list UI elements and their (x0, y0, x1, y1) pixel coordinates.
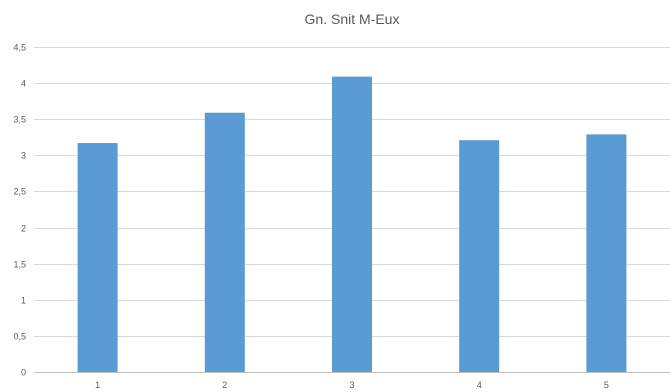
y-tick-label: 4 (21, 79, 26, 89)
x-tick-label: 2 (222, 380, 227, 390)
bar-3 (332, 76, 372, 372)
y-tick-label: 0 (21, 368, 26, 378)
bar-2 (204, 112, 245, 372)
y-tick-label: 3 (21, 151, 26, 161)
y-axis-ticks: 0 0,5 1 1,5 2 2,5 3 3,5 4 4,5 (13, 43, 26, 378)
x-tick-label: 4 (477, 380, 482, 390)
x-axis-ticks: 1 2 3 4 5 (95, 380, 609, 390)
y-tick-label: 2,5 (13, 187, 26, 197)
bar-5 (586, 134, 627, 372)
x-tick-label: 3 (349, 380, 354, 390)
chart-title: Gn. Snit M-Eux (305, 11, 400, 27)
bar-4 (459, 140, 500, 372)
y-tick-label: 4,5 (13, 43, 26, 53)
bar-1 (77, 143, 118, 372)
y-tick-label: 1 (21, 296, 26, 306)
x-tick-label: 1 (95, 380, 100, 390)
y-tick-label: 3,5 (13, 115, 26, 125)
y-tick-label: 2 (21, 224, 26, 234)
y-tick-label: 0,5 (13, 332, 26, 342)
bars (77, 76, 627, 372)
y-tick-label: 1,5 (13, 260, 26, 270)
x-tick-label: 5 (604, 380, 609, 390)
